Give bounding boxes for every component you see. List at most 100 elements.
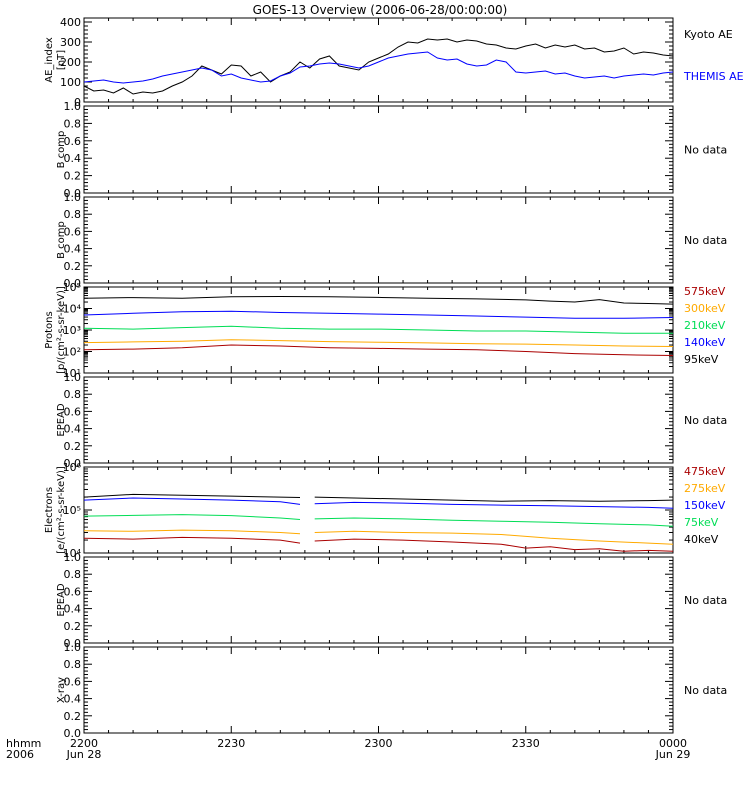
panel-frame [83, 646, 674, 734]
time-tick-label: 2230 [217, 737, 245, 750]
y-tick-label: 0.4 [64, 243, 82, 256]
legend-entry: 140keV [684, 336, 726, 349]
time-tick-label: 2300 [365, 737, 393, 750]
series-line-300kev [83, 339, 674, 347]
y-axis-label: Protons [44, 311, 55, 348]
y-tick-label: 200 [60, 56, 81, 69]
y-tick-label: 0.0 [64, 727, 82, 740]
y-tick-label: 1.0 [64, 641, 82, 654]
y-axis-label: B comp [56, 221, 67, 259]
series-line-150kev [83, 497, 301, 505]
y-axis-label: X-ray [56, 677, 67, 703]
y-tick-label: 0.4 [64, 693, 82, 706]
no-data-label: No data [684, 234, 727, 247]
figure-title: GOES-13 Overview (2006-06-28/00:00:00) [253, 3, 508, 17]
time-axis-row-label: 2006 [6, 748, 34, 761]
panel-4 [83, 286, 674, 374]
time-tick-label: 2330 [512, 737, 540, 750]
panel-8 [83, 646, 674, 734]
y-tick-label: 0 [74, 96, 81, 109]
legend-entry: 210keV [684, 319, 726, 332]
y-tick-label: 10² [63, 346, 81, 359]
y-axis-label: Electrons [44, 487, 55, 533]
y-axis-label: EPEAD [56, 403, 67, 437]
y-tick-label: 0.2 [64, 170, 82, 183]
series-line-40kev [83, 493, 301, 498]
y-axis-label: AE_index [44, 37, 55, 83]
y-tick-label: 0.2 [64, 440, 82, 453]
no-data-label: No data [684, 594, 727, 607]
no-data-label: No data [684, 684, 727, 697]
panel-frame [83, 196, 674, 284]
series-line-140kev [83, 310, 674, 319]
series-line-75kev [314, 517, 674, 527]
series-line-kyoto-ae [83, 38, 674, 95]
series-line-75kev [83, 514, 301, 520]
panel-7 [83, 556, 674, 644]
legend-entry: 300keV [684, 302, 726, 315]
y-axis-label: [p/(cm²-s-sr-keV)] [56, 286, 67, 374]
panel-3 [83, 196, 674, 284]
series-line-275kev [314, 530, 674, 545]
y-tick-label: 0.8 [64, 388, 82, 401]
y-axis-label: [nT] [56, 50, 67, 70]
y-tick-label: 0.6 [64, 675, 82, 688]
y-tick-label: 0.6 [64, 585, 82, 598]
time-tick-label: 0000 [659, 737, 687, 750]
y-tick-label: 10³ [63, 324, 81, 337]
legend-entry: 150keV [684, 499, 726, 512]
panel-2 [83, 105, 674, 194]
y-axis-label: B comp [56, 131, 67, 169]
y-tick-label: 0.2 [64, 260, 82, 273]
panel-frame [83, 286, 674, 374]
panel-5 [83, 376, 674, 464]
y-axis-label: EPEAD [56, 583, 67, 617]
series-line-210kev [83, 325, 673, 334]
panel-frame [83, 376, 674, 464]
legend-entry: Kyoto AE [684, 28, 733, 41]
y-tick-label: 0.4 [64, 423, 82, 436]
series-line-themis-ae [83, 51, 674, 84]
legend-entry: 475keV [684, 465, 726, 478]
series-line-95kev [83, 295, 674, 305]
y-tick-label: 0.2 [64, 620, 82, 633]
y-tick-label: 10⁵ [63, 504, 81, 517]
y-tick-label: 1.0 [64, 371, 82, 384]
legend-entry: 95keV [684, 353, 719, 366]
y-tick-label: 10⁶ [63, 461, 82, 474]
y-tick-label: 0.2 [64, 710, 82, 723]
legend-entry: 275keV [684, 482, 726, 495]
y-tick-label: 0.8 [64, 568, 82, 581]
y-tick-label: 0.6 [64, 225, 82, 238]
panel-6 [83, 466, 674, 554]
y-tick-label: 0.8 [64, 117, 82, 130]
y-tick-label: 400 [60, 16, 81, 29]
time-tick-label: 2200 [70, 737, 98, 750]
series-line-150kev [314, 501, 674, 509]
y-tick-label: 300 [60, 36, 81, 49]
panel-frame [83, 17, 674, 103]
y-tick-label: 1.0 [64, 191, 82, 204]
time-date-label: Jun 29 [655, 748, 691, 761]
series-line-475kev [314, 538, 674, 552]
y-tick-label: 100 [60, 76, 81, 89]
time-axis-row-label: hhmm [6, 737, 41, 750]
no-data-label: No data [684, 144, 727, 157]
y-tick-label: 0.8 [64, 208, 82, 221]
y-tick-label: 0.4 [64, 603, 82, 616]
panel-1 [83, 17, 674, 103]
y-axis-label: [e/(cm²-s-sr-keV)] [56, 466, 67, 554]
y-tick-label: 1.0 [64, 100, 82, 113]
series-line-275kev [83, 529, 301, 535]
y-tick-label: 10⁴ [63, 303, 82, 316]
panel-frame [83, 556, 674, 644]
series-line-40kev [314, 496, 674, 502]
legend-entry: 75keV [684, 516, 719, 529]
time-date-label: Jun 28 [66, 748, 102, 761]
y-tick-label: 0.0 [64, 187, 82, 200]
y-tick-label: 0.0 [64, 457, 82, 470]
series-line-475kev [83, 536, 301, 544]
legend-entry: 575keV [684, 285, 726, 298]
y-tick-label: 10¹ [63, 367, 81, 380]
